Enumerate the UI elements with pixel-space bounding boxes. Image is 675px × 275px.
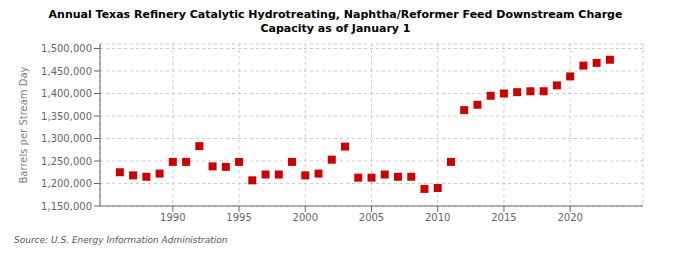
svg-text:1990: 1990 [160,212,185,223]
html-text:Annual Texas Refinery Catalyti: Annual Texas Refinery Catalytic Hydrotre… [48,8,623,21]
svg-text:2010: 2010 [425,212,450,223]
svg-text:1,300,000: 1,300,000 [41,133,92,144]
svg-text:1,400,000: 1,400,000 [41,88,92,99]
svg-text:1,450,000: 1,450,000 [41,66,92,77]
svg-text:1,200,000: 1,200,000 [41,178,92,189]
svg-text:1995: 1995 [226,212,251,223]
svg-text:1,250,000: 1,250,000 [41,156,92,167]
html-text:Source: U.S. Energy Informatio: Source: U.S. Energy Information Administ… [14,235,228,245]
svg-text:1,500,000: 1,500,000 [41,43,92,54]
svg-text:1,150,000: 1,150,000 [41,201,92,212]
svg-text:Barrels per Stream Day: Barrels per Stream Day [18,66,29,183]
svg-text:2015: 2015 [491,212,516,223]
svg-text:1,350,000: 1,350,000 [41,111,92,122]
svg-text:2020: 2020 [557,212,582,223]
html-text:Capacity as of January 1: Capacity as of January 1 [260,22,411,35]
svg-text:2000: 2000 [293,212,318,223]
svg-text:2005: 2005 [359,212,384,223]
